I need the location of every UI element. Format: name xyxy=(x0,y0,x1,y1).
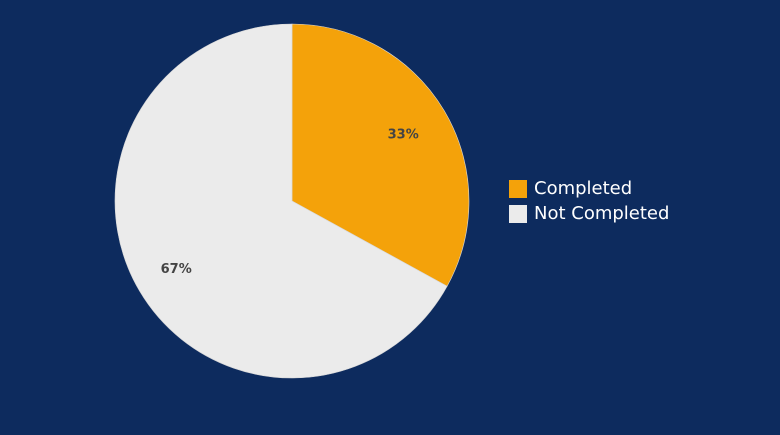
legend-item-not-completed: Not Completed xyxy=(509,201,669,226)
legend-swatch-completed xyxy=(509,179,527,198)
legend-swatch-not-completed xyxy=(509,204,527,223)
slice-not-completed xyxy=(114,23,448,379)
data-label-completed: 33% xyxy=(388,128,419,143)
chart-legend: Completed Not Completed xyxy=(509,176,669,226)
slice-completed xyxy=(291,23,470,287)
data-label-not-completed: 67% xyxy=(161,262,192,277)
legend-item-completed: Completed xyxy=(509,176,669,201)
legend-label-completed: Completed xyxy=(534,178,633,199)
legend-label-not-completed: Not Completed xyxy=(534,203,670,224)
